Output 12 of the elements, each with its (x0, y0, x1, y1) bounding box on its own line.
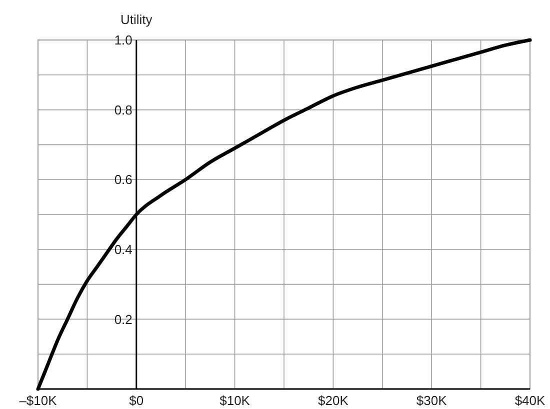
y-axis-title: Utility (120, 12, 153, 27)
x-tick-label: $40K (514, 393, 546, 408)
x-tick-label: $10K (220, 393, 250, 408)
y-tick-label: 0.6 (114, 172, 132, 188)
y-tick-label: 0.4 (114, 242, 132, 257)
x-tick-label: $30K (416, 393, 448, 408)
y-tick-label: 1.0 (114, 32, 132, 48)
y-tick-label: 0.8 (114, 102, 132, 118)
y-tick-label: 0.2 (114, 312, 132, 327)
x-tick-label: –$10K (19, 393, 58, 408)
x-tick-label: $0 (129, 393, 144, 408)
x-tick-label: $20K (318, 393, 349, 408)
